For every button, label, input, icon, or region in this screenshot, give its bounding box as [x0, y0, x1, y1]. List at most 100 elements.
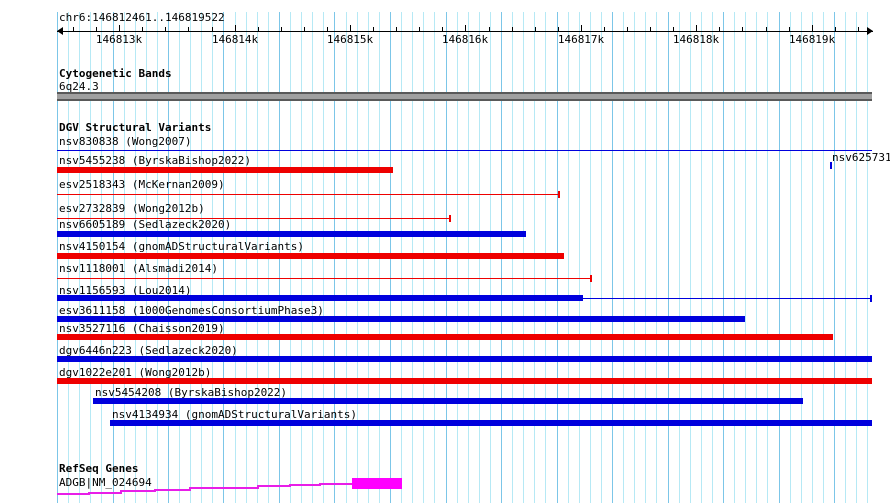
grid-line: [568, 12, 569, 503]
right-arrow-icon: [867, 27, 873, 35]
variant-end-tick[interactable]: [449, 215, 451, 222]
cytoband-bar[interactable]: [57, 92, 872, 101]
ruler-tick-minor: [719, 27, 720, 32]
ruler-tick-minor: [604, 27, 605, 32]
variant-label[interactable]: nsv6605189 (Sedlazeck2020): [59, 218, 232, 231]
variant-label[interactable]: dgv1022e201 (Wong2012b): [59, 366, 212, 379]
dgv-track-title: DGV Structural Variants: [59, 121, 212, 134]
ruler-tick-minor: [281, 27, 282, 32]
gene-intron-segment: [290, 484, 320, 486]
ruler-tick-minor: [419, 27, 420, 32]
variant-bar[interactable]: [57, 167, 393, 173]
grid-line: [779, 12, 780, 503]
grid-line: [668, 12, 669, 503]
variant-bar[interactable]: [57, 295, 583, 301]
ruler-tick-major: [350, 25, 351, 32]
grid-line: [845, 12, 846, 503]
gene-intron-segment: [57, 493, 89, 495]
variant-label[interactable]: nsv1156593 (Lou2014): [59, 284, 192, 297]
variant-line[interactable]: [57, 194, 559, 195]
ruler-tick-major: [119, 25, 120, 32]
left-arrow-icon: [57, 27, 63, 35]
grid-line: [834, 12, 835, 503]
grid-line: [579, 12, 580, 503]
grid-line: [823, 12, 824, 503]
grid-line: [690, 12, 691, 503]
variant-bar[interactable]: [57, 316, 745, 322]
variant-end-tick[interactable]: [590, 275, 592, 282]
variant-bar[interactable]: [57, 378, 872, 384]
variant-bar[interactable]: [57, 231, 526, 237]
grid-line: [734, 12, 735, 503]
gene-intron-joint: [189, 487, 191, 491]
variant-label[interactable]: nsv6257314: [832, 151, 890, 164]
ruler-tick-label: 146813k: [95, 33, 143, 46]
ruler-tick-minor: [396, 27, 397, 32]
grid-line: [656, 12, 657, 503]
ruler-tick-minor: [258, 27, 259, 32]
grid-line: [645, 12, 646, 503]
ruler-tick-minor: [373, 27, 374, 32]
ruler-tick-major: [812, 25, 813, 32]
variant-line[interactable]: [57, 278, 591, 279]
variant-label[interactable]: nsv5455238 (ByrskaBishop2022): [59, 154, 252, 167]
variant-bar[interactable]: [57, 253, 564, 259]
variant-bar[interactable]: [57, 334, 833, 340]
grid-line: [712, 12, 713, 503]
variant-line[interactable]: [583, 298, 872, 299]
gene-intron-joint: [120, 490, 122, 494]
variant-line[interactable]: [57, 150, 872, 151]
variant-label[interactable]: nsv3527116 (Chaisson2019): [59, 322, 225, 335]
ruler-tick-minor: [96, 27, 97, 32]
variant-label[interactable]: esv2518343 (McKernan2009): [59, 178, 225, 191]
locus-title: chr6:146812461..146819522: [59, 11, 225, 24]
ruler-tick-minor: [304, 27, 305, 32]
grid-line: [634, 12, 635, 503]
variant-end-tick[interactable]: [870, 295, 872, 302]
variant-label[interactable]: nsv5454208 (ByrskaBishop2022): [95, 386, 288, 399]
grid-line: [856, 12, 857, 503]
ruler-tick-label: 146819k: [788, 33, 836, 46]
grid-line: [612, 12, 613, 503]
ruler-tick-minor: [489, 27, 490, 32]
grid-line: [867, 12, 868, 503]
ruler-tick-minor: [650, 27, 651, 32]
variant-bar[interactable]: [110, 420, 872, 426]
cytoband-label: 6q24.3: [59, 80, 99, 93]
ruler-tick-minor: [165, 27, 166, 32]
grid-line: [590, 12, 591, 503]
ruler-tick-major: [465, 25, 466, 32]
variant-label[interactable]: nsv4134934 (gnomADStructuralVariants): [112, 408, 358, 421]
grid-line: [801, 12, 802, 503]
variant-label[interactable]: nsv4150154 (gnomADStructuralVariants): [59, 240, 305, 253]
gene-intron-segment: [190, 487, 224, 489]
ruler-tick-minor: [327, 27, 328, 32]
variant-bar[interactable]: [57, 356, 872, 362]
variant-end-tick[interactable]: [558, 191, 560, 198]
ruler-tick-major: [696, 25, 697, 32]
ruler-tick-minor: [789, 27, 790, 32]
cytoband-track-title: Cytogenetic Bands: [59, 67, 172, 80]
ruler-tick-minor: [742, 27, 743, 32]
variant-tick[interactable]: [830, 162, 832, 169]
variant-label[interactable]: esv2732839 (Wong2012b): [59, 202, 205, 215]
ruler-tick-label: 146815k: [326, 33, 374, 46]
variant-line[interactable]: [57, 218, 450, 219]
variant-label[interactable]: esv3611158 (1000GenomesConsortiumPhase3): [59, 304, 324, 317]
refseq-track-title: RefSeq Genes: [59, 462, 139, 475]
ruler-tick-minor: [535, 27, 536, 32]
ruler-tick-minor: [142, 27, 143, 32]
grid-line: [790, 12, 791, 503]
variant-label[interactable]: nsv830838 (Wong2007): [59, 135, 192, 148]
ruler-tick-minor: [512, 27, 513, 32]
variant-label[interactable]: dgv6446n223 (Sedlazeck2020): [59, 344, 238, 357]
variant-bar[interactable]: [93, 398, 803, 404]
ruler-tick-minor: [673, 27, 674, 32]
gene-exon[interactable]: [352, 478, 402, 489]
gene-intron-segment: [258, 485, 290, 487]
gene-intron-segment: [155, 489, 190, 491]
ruler-tick-label: 146814k: [211, 33, 259, 46]
variant-label[interactable]: nsv1118001 (Alsmadi2014): [59, 262, 218, 275]
ruler-tick-minor: [835, 27, 836, 32]
ruler-tick-minor: [558, 27, 559, 32]
